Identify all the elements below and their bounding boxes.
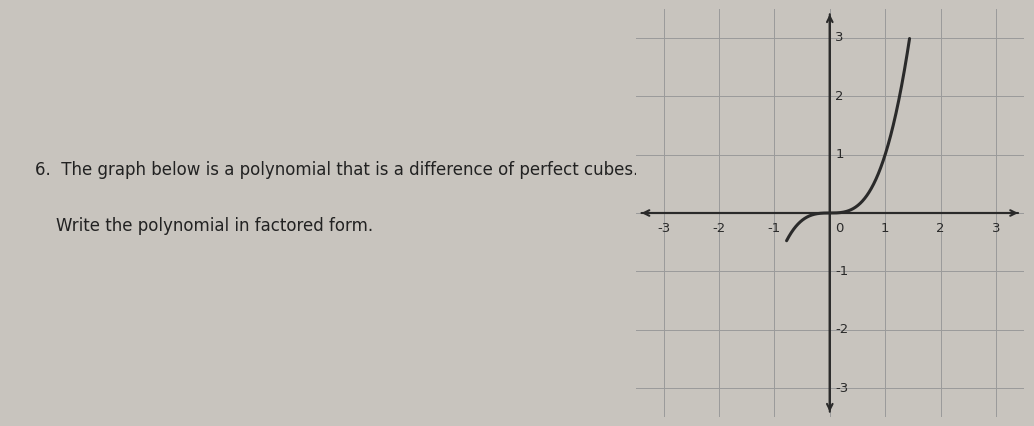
Text: 0: 0 bbox=[835, 222, 844, 235]
Text: 3: 3 bbox=[835, 31, 844, 44]
Text: -3: -3 bbox=[657, 222, 670, 235]
Text: -1: -1 bbox=[835, 265, 849, 278]
Text: 2: 2 bbox=[835, 89, 844, 103]
Text: Write the polynomial in factored form.: Write the polynomial in factored form. bbox=[35, 217, 373, 235]
Text: 1: 1 bbox=[881, 222, 889, 235]
Text: -2: -2 bbox=[835, 323, 849, 337]
Text: -3: -3 bbox=[835, 382, 849, 395]
Text: 3: 3 bbox=[992, 222, 1000, 235]
Text: 1: 1 bbox=[835, 148, 844, 161]
Text: -2: -2 bbox=[712, 222, 726, 235]
Text: -1: -1 bbox=[768, 222, 781, 235]
Text: 2: 2 bbox=[937, 222, 945, 235]
Text: 6.  The graph below is a polynomial that is a difference of perfect cubes.: 6. The graph below is a polynomial that … bbox=[35, 161, 638, 179]
